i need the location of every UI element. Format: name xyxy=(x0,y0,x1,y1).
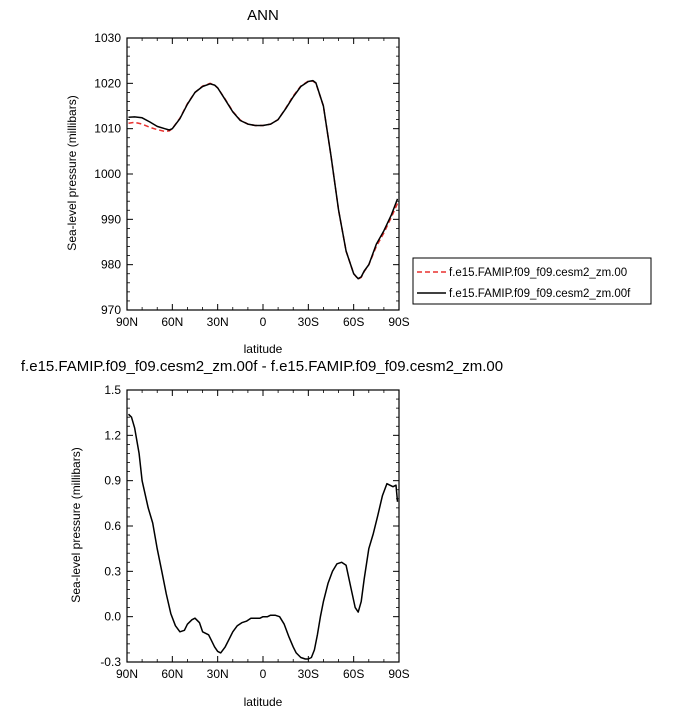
x-tick-label: 90S xyxy=(388,667,409,681)
x-tick-label: 90S xyxy=(388,315,409,329)
series-line-1 xyxy=(128,80,399,280)
x-tick-label: 30N xyxy=(207,667,229,681)
legend-box xyxy=(412,257,652,305)
panel-2-ylabel: Sea-level pressure (millibars) xyxy=(69,447,83,602)
panel-1-ylabel: Sea-level pressure (millibars) xyxy=(65,95,79,250)
legend-label: f.e15.FAMIP.f09_f09.cesm2_zm.00f xyxy=(449,288,631,300)
x-tick-label: 60N xyxy=(161,315,183,329)
y-tick-label: 0.6 xyxy=(104,519,121,533)
x-tick-label: 30S xyxy=(298,315,319,329)
x-tick-label: 0 xyxy=(260,315,267,329)
y-tick-label: 0.3 xyxy=(104,564,121,578)
x-tick-label: 60N xyxy=(161,667,183,681)
x-tick-label: 90N xyxy=(116,667,138,681)
panel-2-ticks: 90N 60N 30N 0 30S 60S 90S -0.3 0.0 0.3 0.6 0.9 1.2 1.… xyxy=(100,383,409,681)
y-tick-label: 1030 xyxy=(94,31,121,45)
panel-1-ticks: 90N 60N 30N 0 30S 60S 90S 970 980 990 1000 1010 1020… xyxy=(94,31,409,329)
y-tick-label: 0.9 xyxy=(104,474,121,488)
y-tick-label: 1000 xyxy=(94,167,121,181)
panel-1-xlabel: latitude xyxy=(244,342,283,356)
panel-2-frame xyxy=(126,389,400,663)
panel-2-title: f.e15.FAMIP.f09_f09.cesm2_zm.00f - f.e15… xyxy=(21,358,503,375)
y-tick-label: 1.2 xyxy=(104,428,121,442)
y-tick-label: 980 xyxy=(101,258,121,272)
x-tick-label: 30S xyxy=(298,667,319,681)
y-tick-label: 990 xyxy=(101,212,121,226)
panel-1-title: ANN xyxy=(247,7,279,24)
x-tick-label: 90N xyxy=(116,315,138,329)
x-tick-label: 0 xyxy=(260,667,267,681)
x-tick-label: 60S xyxy=(343,667,364,681)
panel-2-series xyxy=(127,413,399,660)
series-line-1 xyxy=(127,413,399,660)
legend-label: f.e15.FAMIP.f09_f09.cesm2_zm.00 xyxy=(449,267,627,279)
series-line-2 xyxy=(128,79,399,280)
panel-1-frame xyxy=(126,37,400,311)
y-tick-label: 970 xyxy=(101,303,121,317)
y-tick-label: -0.3 xyxy=(100,655,121,669)
x-tick-label: 60S xyxy=(343,315,364,329)
y-tick-label: 1010 xyxy=(94,122,121,136)
y-tick-label: 0.0 xyxy=(104,610,121,624)
y-tick-label: 1020 xyxy=(94,76,121,90)
legend: f.e15.FAMIP.f09_f09.cesm2_zm.00 f.e15.FA… xyxy=(412,257,652,305)
y-tick-label: 1.5 xyxy=(104,383,121,397)
panel-2: f.e15.FAMIP.f09_f09.cesm2_zm.00f - f.e15… xyxy=(21,358,503,709)
x-tick-label: 30N xyxy=(207,315,229,329)
panel-1: ANN Sea-level pressure (millibars) latit… xyxy=(65,7,410,356)
panel-2-xlabel: latitude xyxy=(244,695,283,709)
panel-1-series xyxy=(128,79,399,280)
